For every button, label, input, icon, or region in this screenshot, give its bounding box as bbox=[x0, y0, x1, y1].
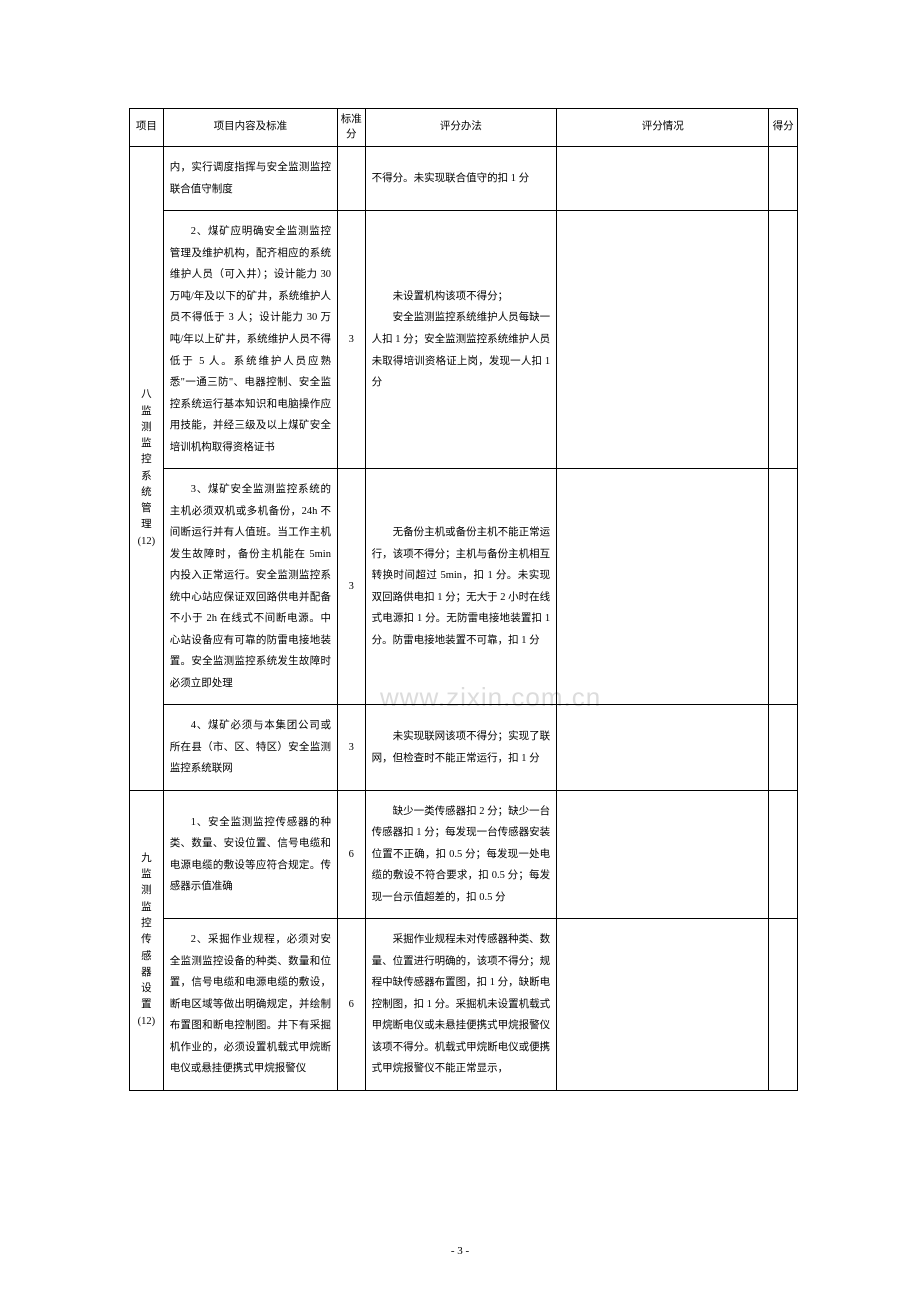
table-row: 2、煤矿应明确安全监测监控管理及维护机构，配齐相应的系统维护人员（可入井）；设计… bbox=[130, 211, 798, 469]
status-cell bbox=[557, 790, 769, 919]
score-cell bbox=[337, 147, 365, 211]
points-cell bbox=[769, 790, 798, 919]
status-cell bbox=[557, 469, 769, 705]
page-number: - 3 - bbox=[0, 1245, 920, 1257]
score-cell: 3 bbox=[337, 705, 365, 791]
score-cell: 3 bbox=[337, 211, 365, 469]
score-cell: 3 bbox=[337, 469, 365, 705]
table-header-row: 项目 项目内容及标准 标准分 评分办法 评分情况 得分 bbox=[130, 109, 798, 147]
score-cell: 6 bbox=[337, 790, 365, 919]
points-cell bbox=[769, 211, 798, 469]
content-cell: 4、煤矿必须与本集团公司或所在县（市、区、特区）安全监测监控系统联网 bbox=[163, 705, 337, 791]
points-cell bbox=[769, 147, 798, 211]
evaluation-table: 项目 项目内容及标准 标准分 评分办法 评分情况 得分 八监测监控系统管理(12… bbox=[129, 108, 798, 1091]
table-row: 3、煤矿安全监测监控系统的主机必须双机或多机备份，24h 不间断运行并有人值班。… bbox=[130, 469, 798, 705]
header-status: 评分情况 bbox=[557, 109, 769, 147]
header-method: 评分办法 bbox=[365, 109, 557, 147]
points-cell bbox=[769, 919, 798, 1091]
content-cell: 1、安全监测监控传感器的种类、数量、安设位置、信号电缆和电源电缆的敷设等应符合规… bbox=[163, 790, 337, 919]
points-cell bbox=[769, 469, 798, 705]
method-cell: 未实现联网该项不得分；实现了联网，但检查时不能正常运行，扣 1 分 bbox=[365, 705, 557, 791]
section8-title: 八监测监控系统管理(12) bbox=[130, 147, 164, 790]
header-project: 项目 bbox=[130, 109, 164, 147]
method-cell: 未设置机构该项不得分；安全监测监控系统维护人员每缺一人扣 1 分；安全监测监控系… bbox=[365, 211, 557, 469]
header-content: 项目内容及标准 bbox=[163, 109, 337, 147]
method-cell: 不得分。未实现联合值守的扣 1 分 bbox=[365, 147, 557, 211]
method-cell: 缺少一类传感器扣 2 分；缺少一台传感器扣 1 分；每发现一台传感器安装位置不正… bbox=[365, 790, 557, 919]
method-cell: 采掘作业规程未对传感器种类、数量、位置进行明确的，该项不得分；规程中缺传感器布置… bbox=[365, 919, 557, 1091]
header-points: 得分 bbox=[769, 109, 798, 147]
header-score: 标准分 bbox=[337, 109, 365, 147]
content-cell: 内，实行调度指挥与安全监测监控联合值守制度 bbox=[163, 147, 337, 211]
method-cell: 无备份主机或备份主机不能正常运行，该项不得分；主机与备份主机相互转换时间超过 5… bbox=[365, 469, 557, 705]
table-row: 九监测监控传感器设置(12) 1、安全监测监控传感器的种类、数量、安设位置、信号… bbox=[130, 790, 798, 919]
status-cell bbox=[557, 705, 769, 791]
table-row: 八监测监控系统管理(12) 内，实行调度指挥与安全监测监控联合值守制度 不得分。… bbox=[130, 147, 798, 211]
status-cell bbox=[557, 147, 769, 211]
content-cell: 2、采掘作业规程，必须对安全监测监控设备的种类、数量和位置，信号电缆和电源电缆的… bbox=[163, 919, 337, 1091]
content-cell: 2、煤矿应明确安全监测监控管理及维护机构，配齐相应的系统维护人员（可入井）；设计… bbox=[163, 211, 337, 469]
table-row: 2、采掘作业规程，必须对安全监测监控设备的种类、数量和位置，信号电缆和电源电缆的… bbox=[130, 919, 798, 1091]
table-row: 4、煤矿必须与本集团公司或所在县（市、区、特区）安全监测监控系统联网 3 未实现… bbox=[130, 705, 798, 791]
score-cell: 6 bbox=[337, 919, 365, 1091]
status-cell bbox=[557, 919, 769, 1091]
points-cell bbox=[769, 705, 798, 791]
content-cell: 3、煤矿安全监测监控系统的主机必须双机或多机备份，24h 不间断运行并有人值班。… bbox=[163, 469, 337, 705]
section9-title: 九监测监控传感器设置(12) bbox=[130, 790, 164, 1090]
status-cell bbox=[557, 211, 769, 469]
